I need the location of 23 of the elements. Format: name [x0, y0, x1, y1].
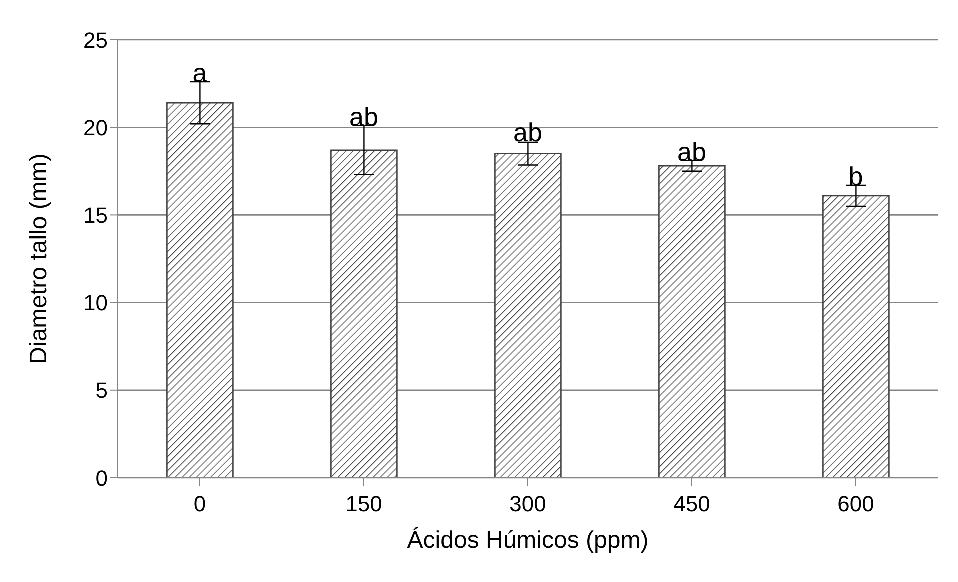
bar — [330, 150, 398, 478]
y-tick-label: 15 — [84, 203, 108, 228]
y-tick-label: 5 — [96, 378, 108, 404]
x-tick-label: 450 — [674, 492, 710, 517]
x-tick-label: 600 — [838, 492, 874, 517]
bar — [494, 153, 562, 478]
y-tick-label: 20 — [84, 115, 108, 140]
annotation: b — [848, 161, 864, 192]
annotation: ab — [678, 136, 706, 167]
x-axis-title: Ácidos Húmicos (ppm) — [407, 527, 649, 554]
annotation: a — [192, 58, 208, 88]
y-tick-label: 25 — [84, 28, 108, 53]
x-tick-label: 150 — [346, 492, 382, 517]
x-tick-label: 300 — [510, 492, 546, 517]
bar — [822, 195, 890, 478]
bar — [166, 102, 234, 478]
y-axis-title: Diametro tallo (mm) — [26, 154, 53, 364]
y-tick-label: 10 — [84, 290, 108, 316]
annotation: ab — [514, 118, 542, 148]
annotation: ab — [350, 102, 378, 132]
x-tick-label: 0 — [194, 492, 206, 517]
bar — [658, 165, 726, 478]
y-tick-label: 0 — [96, 466, 108, 491]
